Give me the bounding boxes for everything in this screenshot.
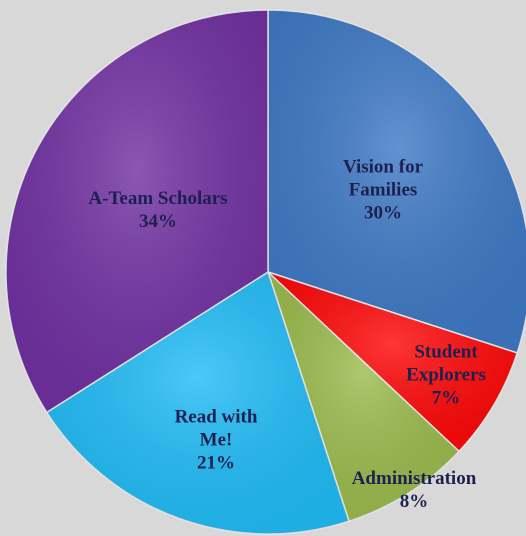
slice-label: Read with Me! 21% <box>166 406 266 475</box>
value-label: 8% <box>399 491 429 512</box>
category-label: Administration <box>351 468 477 489</box>
slice-shading <box>268 272 459 522</box>
slice-shading <box>46 272 349 534</box>
value-label: 34% <box>139 211 177 232</box>
slice-label: Student Explorers 7% <box>396 341 496 410</box>
category-label: Vision for Families <box>342 156 424 201</box>
slice-shading <box>268 10 526 353</box>
category-label: Student Explorers <box>406 341 486 386</box>
slice-label: Administration 8% <box>324 467 504 513</box>
slice-label: A-Team Scholars 34% <box>58 187 258 233</box>
value-label: 7% <box>431 387 461 409</box>
slice-label: Vision for Families 30% <box>313 156 453 225</box>
slice-shading <box>268 272 518 452</box>
slice-shading <box>6 10 269 413</box>
category-label: A-Team Scholars <box>88 188 228 209</box>
category-label: Read with Me! <box>174 406 258 451</box>
value-label: 21% <box>197 452 235 474</box>
value-label: 30% <box>364 202 402 224</box>
